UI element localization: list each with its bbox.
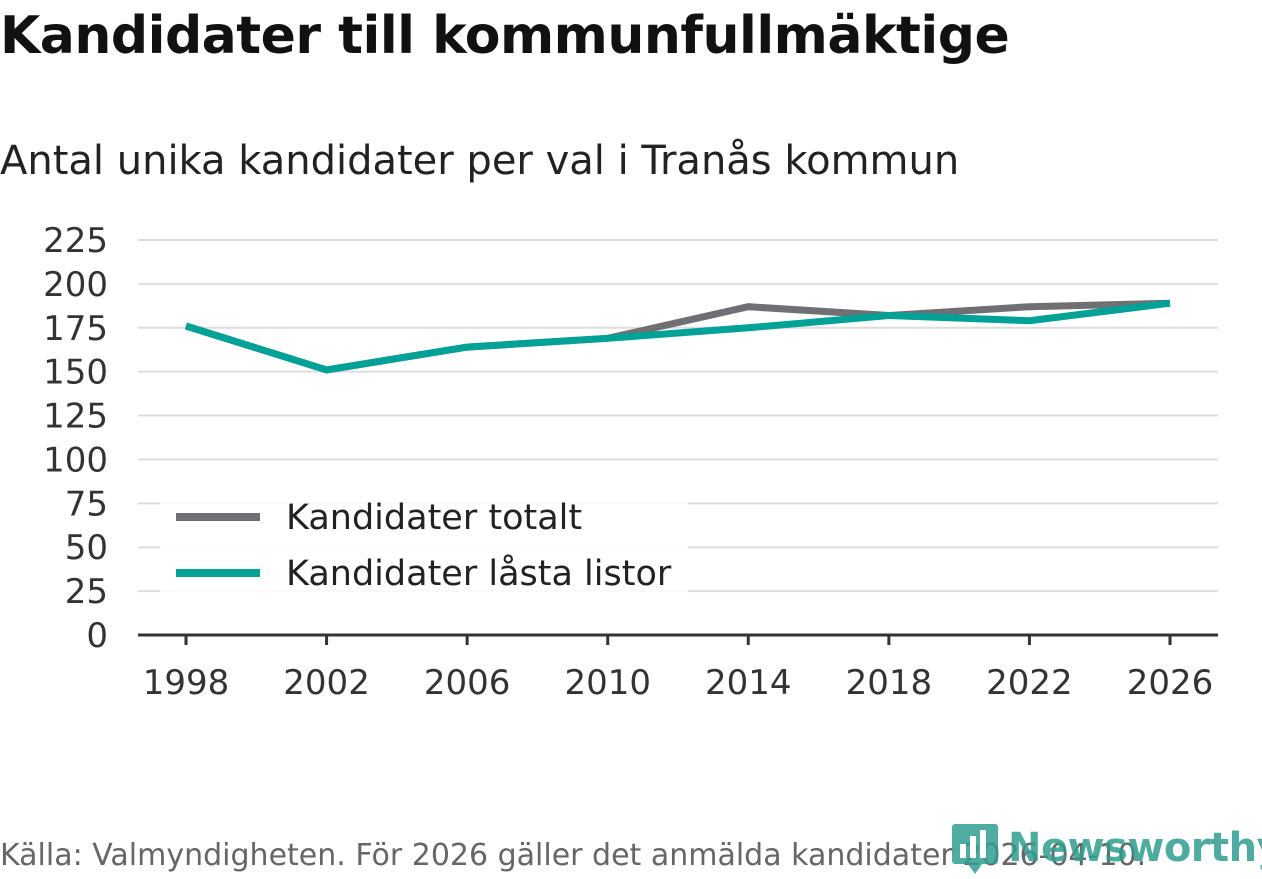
brand-name: Newsworthy: [1008, 825, 1262, 871]
series-line-0: [184, 299, 1171, 374]
y-tick-label: 100: [43, 440, 108, 480]
y-tick-label: 125: [43, 397, 108, 437]
y-tick-label: 50: [65, 528, 108, 568]
chart-title: Kandidater till kommunfullmäktige: [0, 6, 1010, 66]
x-tick-label: 2018: [846, 663, 933, 703]
x-tick-label: 2010: [564, 663, 651, 703]
x-tick-label: 2014: [705, 663, 792, 703]
legend-label: Kandidater låsta listor: [286, 553, 672, 594]
x-tick-label: 2006: [424, 663, 511, 703]
brand-logo: Newsworthy: [950, 818, 1262, 878]
y-tick-label: 200: [43, 265, 108, 305]
x-tick-label: 1998: [143, 663, 230, 703]
y-tick-label: 150: [43, 353, 108, 393]
series-line-1: [184, 299, 1171, 374]
newsworthy-logo-icon: [952, 824, 998, 874]
y-tick-label: 75: [65, 484, 108, 524]
y-tick-label: 0: [86, 616, 108, 656]
y-tick-label: 175: [43, 309, 108, 349]
chart-subtitle: Antal unika kandidater per val i Tranås …: [0, 138, 960, 184]
legend-label: Kandidater totalt: [286, 498, 582, 538]
x-tick-label: 2002: [283, 663, 370, 703]
y-tick-label: 25: [65, 572, 108, 612]
x-tick-label: 2022: [986, 663, 1073, 703]
x-tick-label: 2026: [1127, 663, 1214, 703]
y-tick-label: 225: [43, 221, 108, 261]
